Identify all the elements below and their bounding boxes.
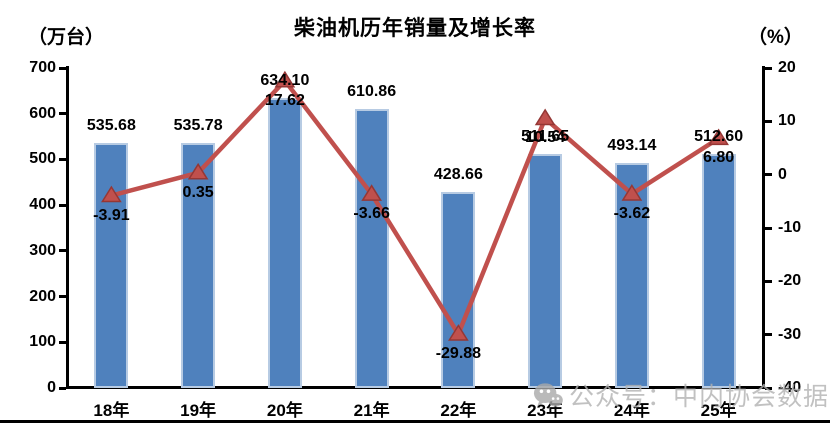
x-axis-label: 20年 — [266, 401, 303, 420]
right-axis-unit-label: （%） — [748, 27, 803, 48]
right-axis-tick — [765, 333, 772, 337]
bar — [94, 143, 129, 388]
growth-value-label: -3.91 — [93, 206, 130, 224]
right-axis-tick-label: -10 — [778, 219, 802, 236]
left-axis-tick-label: 600 — [29, 104, 56, 122]
growth-value-label: 17.62 — [264, 91, 305, 109]
line-marker — [361, 184, 382, 201]
right-axis-tick — [765, 279, 772, 283]
left-axis-tick — [59, 112, 66, 116]
growth-rate-line — [101, 70, 729, 341]
left-axis-tick-label: 400 — [29, 196, 56, 214]
bar-value-label: 493.14 — [607, 136, 657, 154]
growth-value-label: 0.35 — [182, 183, 214, 201]
watermark: 公众号：中内协会数据 — [533, 377, 829, 413]
right-axis-tick — [765, 173, 772, 177]
growth-value-label: -29.88 — [435, 345, 482, 363]
line-marker — [448, 324, 469, 341]
chart-title: 柴油机历年销量及增长率 — [294, 17, 536, 40]
right-axis-tick-label: 10 — [778, 112, 796, 130]
right-axis-tick-label: 0 — [778, 165, 787, 183]
left-axis-tick-label: 500 — [29, 150, 56, 168]
growth-value-label: -3.66 — [353, 205, 390, 223]
left-axis-tick-label: 200 — [29, 287, 56, 305]
left-axis-tick-label: 100 — [29, 333, 56, 351]
growth-value-label: -3.62 — [613, 204, 651, 222]
watermark-text: 公众号：中内协会数据 — [569, 383, 830, 411]
right-axis-tick — [765, 226, 772, 230]
right-axis-tick-label: 20 — [778, 59, 796, 76]
bar — [181, 143, 216, 388]
left-axis-tick-label: 0 — [47, 379, 56, 396]
line-marker — [187, 162, 209, 180]
x-axis-label: 22年 — [440, 401, 477, 420]
left-axis-tick — [59, 157, 66, 161]
bar-value-label: 535.78 — [173, 117, 223, 135]
growth-value-label: 10.54 — [525, 129, 566, 147]
bar-value-label: 610.86 — [347, 82, 397, 100]
left-axis-tick — [59, 66, 66, 70]
left-axis-tick-label: 700 — [29, 59, 56, 76]
left-axis-unit-label: （万台） — [28, 27, 105, 48]
bar-value-label: 512.60 — [694, 127, 744, 145]
bar — [614, 162, 649, 388]
right-axis-tick-label: -40 — [778, 379, 802, 396]
bar — [354, 108, 389, 388]
line-path — [110, 77, 720, 339]
left-axis-tick — [59, 386, 66, 390]
line-marker — [708, 128, 729, 146]
right-axis-tick-label: -20 — [778, 272, 802, 290]
line-marker — [101, 185, 122, 203]
right-axis-tick — [765, 66, 772, 70]
left-axis-tick-label: 300 — [29, 241, 56, 259]
bar-value-label: 428.66 — [433, 166, 483, 184]
left-axis-tick — [59, 340, 66, 344]
left-y-axis-line — [66, 66, 69, 389]
right-axis-tick — [765, 119, 772, 123]
right-axis-tick — [765, 386, 772, 390]
line-marker — [274, 70, 296, 88]
bar — [528, 154, 563, 388]
x-axis-label: 21年 — [353, 401, 390, 420]
wechat-icon — [533, 382, 563, 409]
x-axis-label: 19年 — [180, 401, 217, 420]
line-marker — [534, 108, 556, 126]
line-marker — [621, 184, 643, 201]
left-axis-tick — [59, 249, 66, 253]
x-axis-line — [66, 386, 765, 389]
left-axis-tick — [59, 203, 66, 207]
bar — [701, 153, 736, 388]
bar — [267, 98, 302, 388]
x-axis-label: 18年 — [93, 401, 130, 420]
right-y-axis-line — [762, 66, 765, 389]
x-axis-label: 25年 — [700, 401, 737, 420]
bar-value-label: 634.10 — [260, 72, 310, 90]
bottom-divider-line — [0, 420, 830, 423]
growth-value-label: 6.80 — [703, 149, 735, 167]
right-axis-tick-label: -30 — [778, 325, 802, 343]
bar-value-label: 511.65 — [521, 128, 570, 146]
left-axis-tick — [59, 295, 66, 299]
bar-value-label: 535.68 — [86, 117, 136, 135]
x-axis-label: 24年 — [613, 401, 650, 420]
